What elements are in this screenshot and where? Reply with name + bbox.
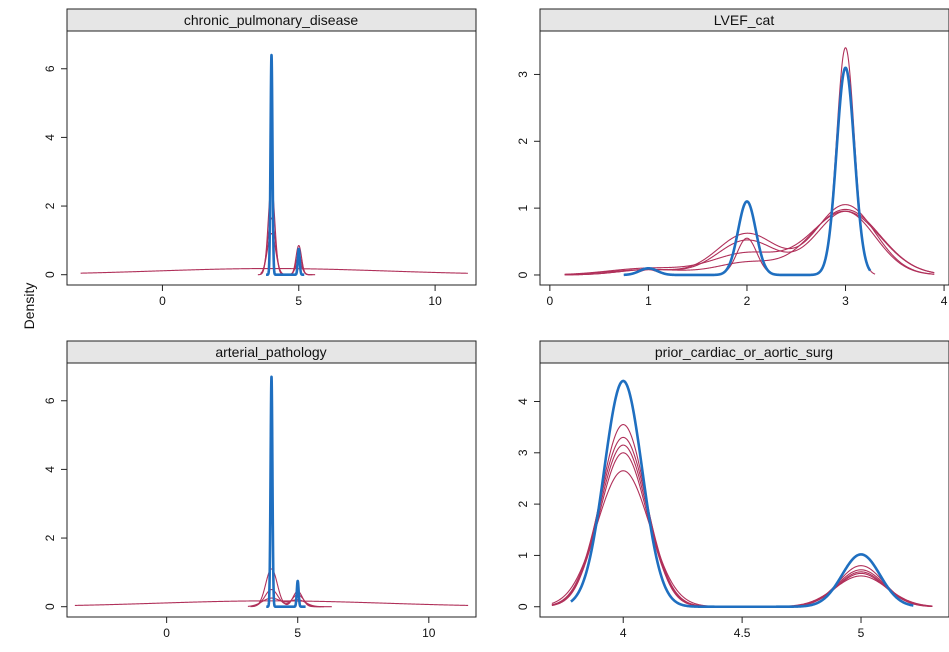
y-tick-label: 1 [516, 552, 530, 559]
panel-title: chronic_pulmonary_disease [184, 12, 359, 28]
x-tick-label: 0 [547, 294, 554, 308]
y-tick-label: 2 [516, 138, 530, 145]
imputed-density-line [74, 600, 469, 606]
y-tick-label: 1 [516, 204, 530, 211]
y-tick-label: 3 [516, 71, 530, 78]
x-tick-label: 5 [294, 626, 301, 640]
x-tick-label: 3 [842, 294, 849, 308]
y-tick-label: 4 [43, 134, 57, 141]
y-tick-label: 0 [516, 603, 530, 610]
observed-density-line [622, 66, 872, 277]
x-tick-label: 4.5 [734, 626, 751, 640]
imputed-density-line [250, 568, 322, 608]
plot-frame [539, 362, 949, 618]
y-tick-label: 0 [43, 271, 57, 278]
y-tick-label: 0 [43, 603, 57, 610]
y-tick-label: 4 [43, 466, 57, 473]
imputed-density-line [252, 588, 325, 608]
x-tick-label: 2 [744, 294, 751, 308]
observed-density-line [265, 375, 307, 609]
imputed-density-line [564, 210, 935, 276]
panel-title: prior_cardiac_or_aortic_surg [655, 344, 833, 360]
y-tick-label: 2 [516, 500, 530, 507]
x-tick-label: 4 [620, 626, 627, 640]
x-tick-label: 0 [163, 626, 170, 640]
y-tick-label: 4 [516, 398, 530, 405]
observed-density-line [264, 53, 306, 277]
imputed-density-line [564, 210, 935, 275]
x-tick-label: 4 [941, 294, 948, 308]
imputed-density-line [551, 444, 933, 608]
y-tick-label: 3 [516, 449, 530, 456]
y-tick-label: 2 [43, 534, 57, 541]
imputed-density-line [551, 452, 933, 608]
x-tick-label: 0 [159, 294, 166, 308]
imputed-density-line [247, 597, 333, 608]
panel-title: LVEF_cat [714, 12, 775, 28]
plot-frame [539, 30, 949, 286]
y-tick-label: 6 [43, 65, 57, 72]
plot-frame [66, 30, 477, 286]
imputed-density-line [257, 184, 316, 276]
x-tick-label: 10 [428, 294, 442, 308]
panel-arterial-pathology: arterial_pathology 0 5 10 0 2 4 6 [43, 340, 477, 640]
panel-prior-cardiac-or-aortic-surg: prior_cardiac_or_aortic_surg 4 4.5 5 0 1 2 3 4 [516, 340, 949, 640]
imputed-density-line [623, 47, 876, 276]
observed-density-line [570, 379, 915, 609]
y-tick-label: 6 [43, 397, 57, 404]
x-tick-label: 10 [422, 626, 436, 640]
y-tick-label: 2 [43, 202, 57, 209]
panel-title: arterial_pathology [215, 344, 326, 360]
x-tick-label: 5 [295, 294, 302, 308]
imputed-density-line [564, 208, 935, 275]
panel-lvef-cat: LVEF_cat 0 1 2 3 4 0 1 2 3 [516, 8, 949, 308]
y-axis-label: Density [21, 283, 37, 330]
x-tick-label: 1 [645, 294, 652, 308]
imputed-density-line [551, 470, 933, 608]
y-tick-label: 0 [516, 271, 530, 278]
x-tick-label: 5 [858, 626, 865, 640]
imputed-density-line [551, 436, 933, 608]
panel-chronic-pulmonary-disease: chronic_pulmonary_disease 0 5 10 0 2 4 6 [43, 8, 477, 308]
plot-frame [66, 362, 477, 618]
